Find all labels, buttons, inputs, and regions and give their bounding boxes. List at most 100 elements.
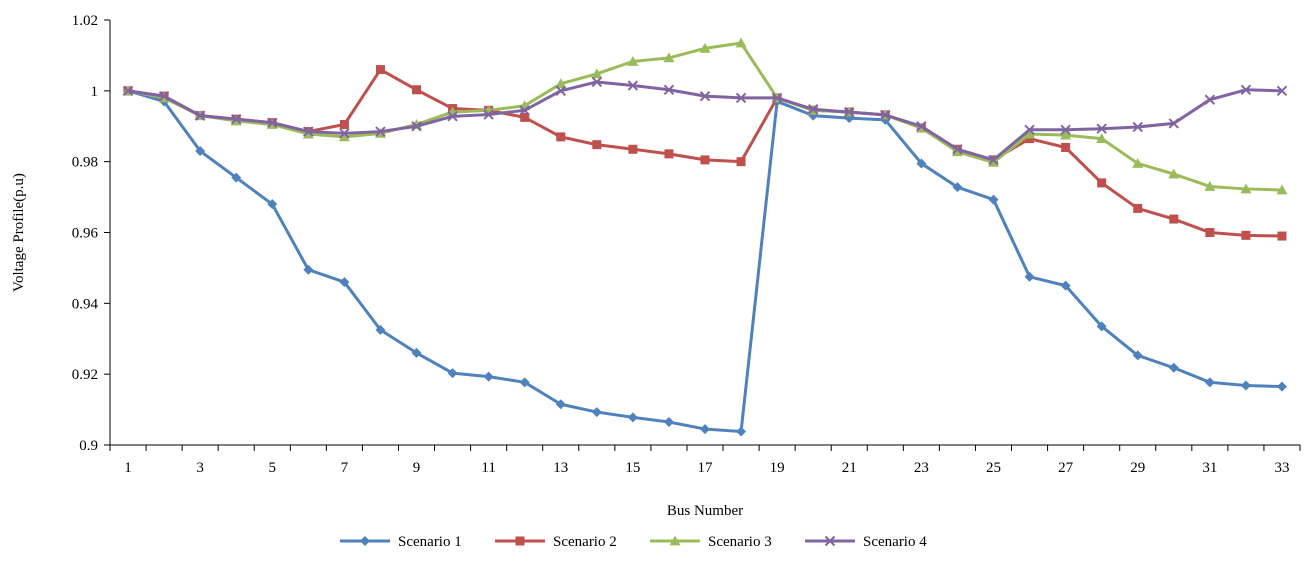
data-point: [447, 368, 458, 379]
data-point: [699, 42, 711, 53]
data-point: [663, 84, 675, 95]
marker-stroke: [1204, 94, 1216, 105]
data-point: [267, 117, 278, 128]
data-point: [302, 128, 314, 139]
data-point: [844, 106, 855, 118]
marker-stroke: [555, 85, 566, 97]
legend-marker: [515, 536, 525, 546]
marker-stroke: [194, 110, 206, 121]
marker-stroke: [735, 92, 747, 104]
data-point: [988, 154, 999, 166]
data-point: [339, 119, 349, 129]
data-point: [952, 182, 963, 193]
data-point: [663, 416, 674, 427]
data-point: [1060, 129, 1072, 140]
legend-item-3: Scenario 3: [650, 534, 772, 550]
marker-stroke: [1096, 123, 1107, 134]
data-point: [916, 158, 927, 169]
x-tick-label: 1: [124, 460, 132, 476]
data-point: [1060, 280, 1071, 291]
data-point: [1169, 214, 1179, 224]
series-4: [122, 76, 1288, 166]
legend-item-2: Scenario 2: [495, 534, 617, 550]
data-point: [339, 128, 350, 139]
series-line: [127, 80, 1283, 162]
x-tick-label: 19: [770, 460, 785, 476]
data-point: [1096, 123, 1107, 134]
data-point: [519, 105, 530, 116]
data-point: [771, 92, 783, 104]
legend-label: Scenario 1: [398, 534, 462, 550]
data-point: [700, 424, 710, 435]
marker-stroke: [411, 121, 422, 132]
data-point: [520, 112, 530, 122]
marker-stroke: [158, 90, 170, 102]
x-tick-label: 11: [481, 460, 495, 476]
data-point: [194, 110, 206, 121]
data-point: [628, 144, 638, 154]
marker-stroke: [1024, 124, 1035, 135]
x-tick-label: 33: [1274, 460, 1289, 476]
data-point: [519, 377, 530, 388]
data-point: [1132, 350, 1143, 361]
data-point: [1024, 124, 1035, 135]
legend: Scenario 1 Scenario 2 Scenario 3 Scenario 4: [340, 534, 927, 550]
data-point: [700, 155, 710, 165]
y-axis-title: Voltage Profile(p.u): [11, 173, 27, 292]
data-point: [916, 121, 927, 132]
legend-item-1: Scenario 1: [340, 534, 462, 550]
x-tick-label: 27: [1058, 460, 1074, 476]
x-tick-label: 5: [269, 460, 277, 476]
series-3: [122, 37, 1288, 195]
axes: [104, 19, 1301, 451]
data-point: [411, 347, 422, 358]
data-point: [483, 109, 494, 120]
y-tick-label: 0.98: [72, 155, 98, 171]
series-1: [123, 85, 1287, 437]
x-tick-label: 7: [341, 460, 349, 476]
marker-stroke: [519, 105, 530, 116]
data-point: [555, 78, 567, 89]
data-point: [1168, 118, 1179, 129]
data-point: [627, 412, 638, 423]
data-point: [158, 90, 170, 102]
marker-stroke: [1240, 84, 1252, 95]
marker-stroke: [916, 121, 927, 132]
data-point: [1204, 180, 1216, 191]
data-point: [1204, 94, 1216, 105]
series-line: [127, 41, 1283, 192]
y-tick-label: 0.94: [72, 296, 99, 312]
marker-stroke: [1060, 124, 1071, 135]
x-tick-label: 29: [1130, 460, 1145, 476]
data-point: [411, 121, 422, 132]
data-point: [375, 65, 385, 75]
data-point: [303, 126, 314, 137]
data-point: [627, 55, 639, 66]
marker-stroke: [988, 154, 999, 166]
data-point: [412, 85, 422, 95]
data-point: [555, 85, 566, 97]
data-point: [1204, 377, 1215, 388]
data-point: [1096, 133, 1108, 144]
data-point: [1240, 380, 1251, 391]
marker-stroke: [880, 109, 891, 121]
marker-stroke: [627, 80, 639, 91]
x-tick-label: 3: [196, 460, 204, 476]
data-point: [735, 92, 747, 104]
marker-stroke: [303, 126, 314, 137]
marker-stroke: [1276, 85, 1288, 97]
y-tick-label: 1.02: [72, 13, 98, 29]
legend-item-4: Scenario 4: [805, 534, 927, 550]
data-point: [1132, 121, 1143, 133]
data-point: [1061, 143, 1071, 152]
data-point: [1240, 84, 1252, 95]
data-point: [627, 80, 639, 91]
data-point: [1276, 184, 1288, 195]
y-tick-label: 0.96: [72, 226, 99, 242]
marker-stroke: [591, 76, 603, 88]
x-tick-labels: 1 3 5 7 9 11 13 15 17 19 21 23 25 27 29 31 33: [124, 460, 1289, 476]
marker-stroke: [844, 106, 855, 118]
data-point: [195, 146, 206, 157]
x-tick-label: 9: [413, 460, 421, 476]
